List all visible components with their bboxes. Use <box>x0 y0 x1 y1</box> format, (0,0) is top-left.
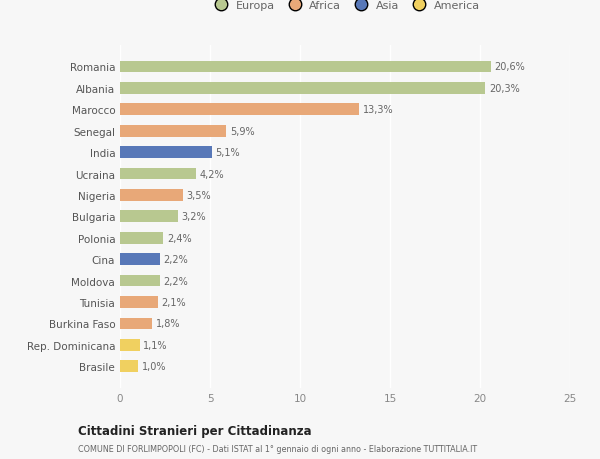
Text: 2,2%: 2,2% <box>163 255 188 264</box>
Bar <box>120 318 152 330</box>
Bar <box>120 83 485 95</box>
Text: 13,3%: 13,3% <box>363 105 394 115</box>
Bar <box>120 297 158 308</box>
Bar <box>120 147 212 159</box>
Text: 2,1%: 2,1% <box>161 297 186 308</box>
Text: 2,4%: 2,4% <box>167 233 191 243</box>
Bar <box>120 126 226 137</box>
Bar <box>120 62 491 73</box>
Bar <box>120 275 160 287</box>
Text: 3,2%: 3,2% <box>181 212 206 222</box>
Text: 5,1%: 5,1% <box>215 148 240 158</box>
Bar <box>120 339 140 351</box>
Text: 20,3%: 20,3% <box>489 84 520 94</box>
Text: 4,2%: 4,2% <box>199 169 224 179</box>
Bar <box>120 190 183 202</box>
Text: 5,9%: 5,9% <box>230 126 254 136</box>
Text: 1,1%: 1,1% <box>143 340 168 350</box>
Text: COMUNE DI FORLIMPOPOLI (FC) - Dati ISTAT al 1° gennaio di ogni anno - Elaborazio: COMUNE DI FORLIMPOPOLI (FC) - Dati ISTAT… <box>78 444 477 453</box>
Text: Cittadini Stranieri per Cittadinanza: Cittadini Stranieri per Cittadinanza <box>78 424 311 437</box>
Bar <box>120 361 138 372</box>
Text: 1,8%: 1,8% <box>156 319 181 329</box>
Bar <box>120 168 196 180</box>
Legend: Europa, Africa, Asia, America: Europa, Africa, Asia, America <box>206 0 484 16</box>
Bar <box>120 211 178 223</box>
Bar <box>120 104 359 116</box>
Bar <box>120 254 160 265</box>
Text: 3,5%: 3,5% <box>187 190 211 201</box>
Bar <box>120 232 163 244</box>
Text: 2,2%: 2,2% <box>163 276 188 286</box>
Text: 1,0%: 1,0% <box>142 361 166 371</box>
Text: 20,6%: 20,6% <box>494 62 525 73</box>
